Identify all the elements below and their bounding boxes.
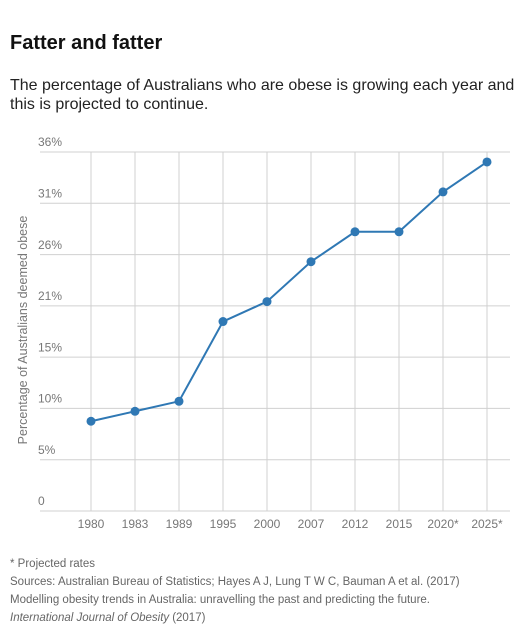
x-tick-label: 2012	[342, 517, 369, 531]
point	[350, 227, 360, 237]
point	[86, 416, 96, 426]
x-tick-label: 2015	[386, 517, 413, 531]
y-tick-label: 36%	[38, 135, 62, 149]
chart: Percentage of Australians deemed obese 0…	[16, 135, 510, 531]
y-tick-label: 21%	[38, 289, 62, 303]
x-tick-label: 1980	[78, 517, 105, 531]
y-tick-label: 31%	[38, 186, 62, 200]
point	[438, 187, 448, 197]
x-tick-label: 1989	[166, 517, 193, 531]
y-tick-label: 5%	[38, 443, 56, 457]
chart-subtitle: The percentage of Australians who are ob…	[10, 77, 515, 113]
point	[262, 297, 272, 307]
x-tick-label: 1983	[122, 517, 149, 531]
point	[482, 157, 492, 167]
y-tick-label: 26%	[38, 238, 62, 252]
y-tick-label: 0	[38, 494, 45, 508]
journal-year: (2017)	[172, 612, 206, 624]
chart-title: Fatter and fatter	[10, 32, 163, 54]
x-tick-label: 2025*	[471, 517, 503, 531]
line	[90, 161, 488, 423]
x-tick-label: 1995	[210, 517, 237, 531]
note: Modelling obesity trends in Australia: u…	[10, 594, 431, 606]
x-tick-label: 2020*	[427, 517, 459, 531]
y-axis-label: Percentage of Australians deemed obese	[16, 216, 30, 445]
x-tick-label: 2007	[298, 517, 325, 531]
journal: International Journal of Obesity	[10, 612, 170, 624]
x-tick-label: 2000	[254, 517, 281, 531]
point	[306, 257, 316, 267]
note: Sources: Australian Bureau of Statistics…	[10, 576, 460, 588]
notes: * Projected rates Sources: Australian Bu…	[10, 555, 460, 627]
point	[394, 227, 404, 237]
note: * Projected rates	[10, 558, 96, 570]
point	[218, 317, 228, 327]
y-tick-label: 15%	[38, 340, 62, 354]
point	[174, 396, 184, 406]
note: International Journal of Obesity (2017)	[10, 609, 460, 627]
y-tick-label: 10%	[38, 392, 62, 406]
point	[130, 406, 140, 416]
